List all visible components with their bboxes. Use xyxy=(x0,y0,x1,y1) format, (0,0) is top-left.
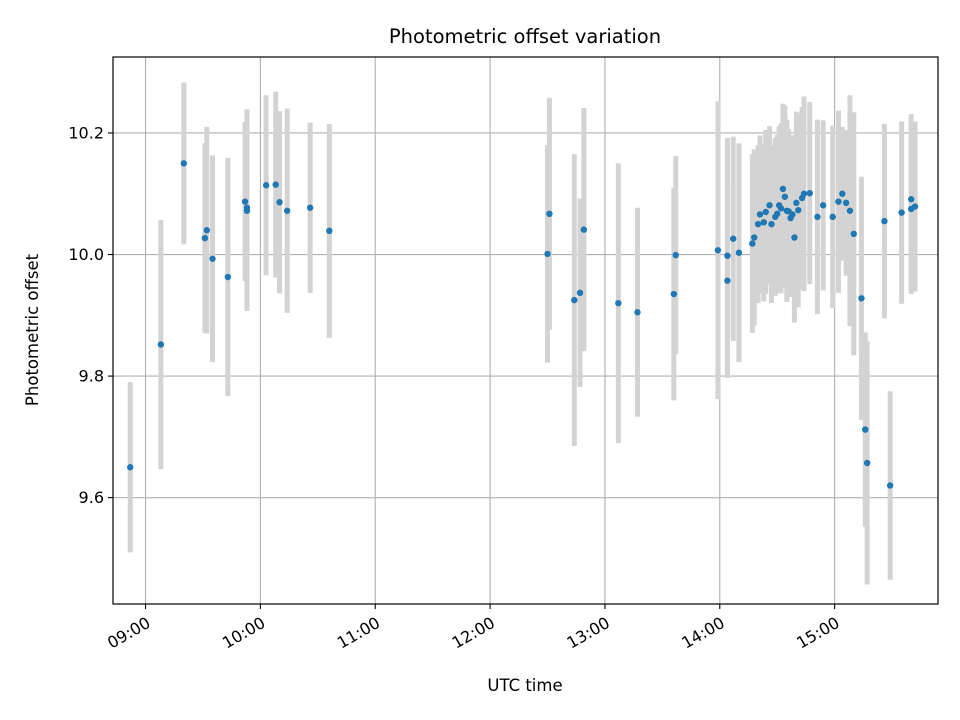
data-point xyxy=(791,234,798,241)
data-point xyxy=(714,247,722,254)
data-point xyxy=(858,295,865,302)
x-axis-label: UTC time xyxy=(487,676,562,695)
data-point xyxy=(911,203,919,210)
data-point xyxy=(670,290,678,298)
data-point xyxy=(224,273,232,281)
y-tick-label: 9.6 xyxy=(79,488,104,507)
data-point xyxy=(180,160,188,167)
data-point xyxy=(768,220,775,228)
data-point xyxy=(272,181,279,188)
plot-area-frame xyxy=(112,56,939,605)
data-point xyxy=(839,190,846,197)
data-point xyxy=(283,207,291,214)
data-point xyxy=(209,255,216,262)
data-point xyxy=(544,250,551,258)
data-point xyxy=(862,426,869,433)
data-point xyxy=(760,219,768,226)
data-point xyxy=(306,204,314,211)
data-point xyxy=(781,193,789,200)
data-point xyxy=(908,196,915,203)
data-point xyxy=(806,189,813,197)
y-tick-label: 9.8 xyxy=(79,367,104,386)
data-point xyxy=(863,459,871,467)
data-point xyxy=(777,205,785,212)
y-tick-label: 10.0 xyxy=(68,245,104,264)
data-point xyxy=(241,198,249,205)
data-point xyxy=(789,211,796,218)
data-point xyxy=(749,240,756,247)
data-point xyxy=(774,210,781,218)
data-point xyxy=(201,234,209,242)
data-point xyxy=(756,211,764,218)
data-point xyxy=(795,206,802,214)
data-point xyxy=(735,249,743,256)
data-point xyxy=(672,251,679,259)
data-point xyxy=(819,202,827,209)
y-axis-ticks: 9.6 9.8 10.0 10.2 xyxy=(68,123,113,507)
data-point xyxy=(793,199,800,207)
data-point xyxy=(580,226,588,233)
data-point xyxy=(326,227,333,235)
data-point xyxy=(724,252,731,259)
data-point xyxy=(571,296,578,304)
data-point xyxy=(276,199,283,206)
data-point xyxy=(814,213,821,221)
data-point xyxy=(881,217,888,225)
data-point xyxy=(243,204,251,211)
data-point xyxy=(829,213,836,221)
data-point xyxy=(762,208,769,216)
data-point xyxy=(779,185,787,193)
data-point xyxy=(850,230,857,238)
data-point xyxy=(724,277,731,284)
chart-title: Photometric offset variation xyxy=(389,25,661,48)
data-point xyxy=(898,209,905,216)
y-tick-label: 10.2 xyxy=(68,123,104,142)
data-points xyxy=(127,160,919,489)
data-point xyxy=(634,309,641,316)
data-point xyxy=(203,227,210,234)
data-point xyxy=(846,207,854,214)
data-point xyxy=(262,182,270,189)
data-point xyxy=(800,190,808,197)
data-point xyxy=(751,234,758,241)
data-point xyxy=(754,220,762,228)
data-point xyxy=(729,235,737,242)
data-point xyxy=(157,341,165,348)
data-point xyxy=(766,202,773,209)
data-point xyxy=(127,464,134,471)
data-point xyxy=(615,299,622,307)
y-axis-label: Photometric offset xyxy=(23,253,42,406)
data-point xyxy=(886,482,894,489)
data-point xyxy=(842,199,850,207)
data-point xyxy=(835,198,842,205)
data-point xyxy=(576,289,584,297)
data-point xyxy=(546,210,553,218)
